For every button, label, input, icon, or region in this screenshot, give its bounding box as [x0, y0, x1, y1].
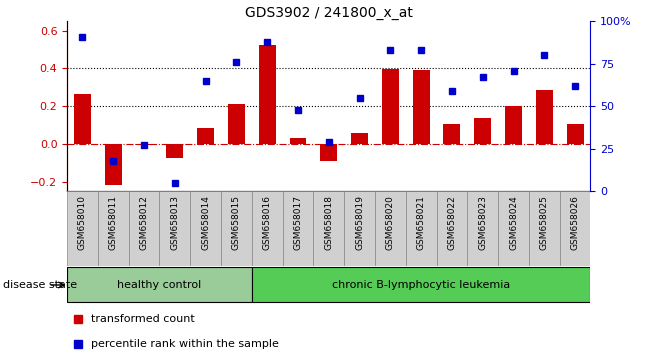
- Bar: [136, 144, 152, 145]
- Bar: [105, 144, 121, 184]
- Bar: [437, 191, 467, 266]
- Bar: [197, 128, 214, 144]
- Text: GSM658012: GSM658012: [140, 195, 148, 250]
- Text: GSM658013: GSM658013: [170, 195, 179, 250]
- Bar: [536, 90, 553, 144]
- Bar: [406, 191, 437, 266]
- Bar: [474, 119, 491, 144]
- Bar: [166, 144, 183, 158]
- Bar: [129, 191, 160, 266]
- Text: GSM658023: GSM658023: [478, 195, 487, 250]
- Text: GSM658011: GSM658011: [109, 195, 118, 250]
- Text: GSM658018: GSM658018: [324, 195, 333, 250]
- Bar: [566, 124, 584, 144]
- Bar: [290, 138, 307, 144]
- Bar: [444, 124, 460, 144]
- Text: GSM658015: GSM658015: [232, 195, 241, 250]
- Text: percentile rank within the sample: percentile rank within the sample: [91, 339, 278, 349]
- Text: healthy control: healthy control: [117, 280, 201, 290]
- Bar: [191, 191, 221, 266]
- Text: transformed count: transformed count: [91, 314, 195, 324]
- Bar: [505, 106, 522, 144]
- Bar: [259, 45, 276, 144]
- Bar: [98, 191, 129, 266]
- Bar: [320, 144, 338, 161]
- Text: GSM658025: GSM658025: [539, 195, 549, 250]
- Text: GSM658017: GSM658017: [293, 195, 303, 250]
- Title: GDS3902 / 241800_x_at: GDS3902 / 241800_x_at: [245, 6, 413, 20]
- Text: GSM658019: GSM658019: [355, 195, 364, 250]
- Bar: [413, 70, 429, 144]
- Bar: [351, 133, 368, 144]
- Text: GSM658021: GSM658021: [417, 195, 425, 250]
- Bar: [221, 191, 252, 266]
- Text: chronic B-lymphocytic leukemia: chronic B-lymphocytic leukemia: [332, 280, 510, 290]
- Bar: [344, 191, 375, 266]
- Bar: [467, 191, 498, 266]
- Bar: [375, 191, 406, 266]
- Bar: [67, 191, 98, 266]
- Text: GSM658022: GSM658022: [448, 195, 456, 250]
- Text: GSM658026: GSM658026: [570, 195, 580, 250]
- Bar: [67, 268, 252, 302]
- Bar: [252, 191, 282, 266]
- Bar: [313, 191, 344, 266]
- Bar: [560, 191, 590, 266]
- Bar: [529, 191, 560, 266]
- Bar: [74, 94, 91, 144]
- Text: GSM658016: GSM658016: [263, 195, 272, 250]
- Text: GSM658020: GSM658020: [386, 195, 395, 250]
- Text: GSM658014: GSM658014: [201, 195, 210, 250]
- Bar: [282, 191, 313, 266]
- Text: GSM658010: GSM658010: [78, 195, 87, 250]
- Text: disease state: disease state: [3, 280, 77, 290]
- Bar: [498, 191, 529, 266]
- Bar: [252, 268, 590, 302]
- Bar: [160, 191, 191, 266]
- Bar: [228, 104, 245, 144]
- Bar: [382, 69, 399, 144]
- Text: GSM658024: GSM658024: [509, 195, 518, 250]
